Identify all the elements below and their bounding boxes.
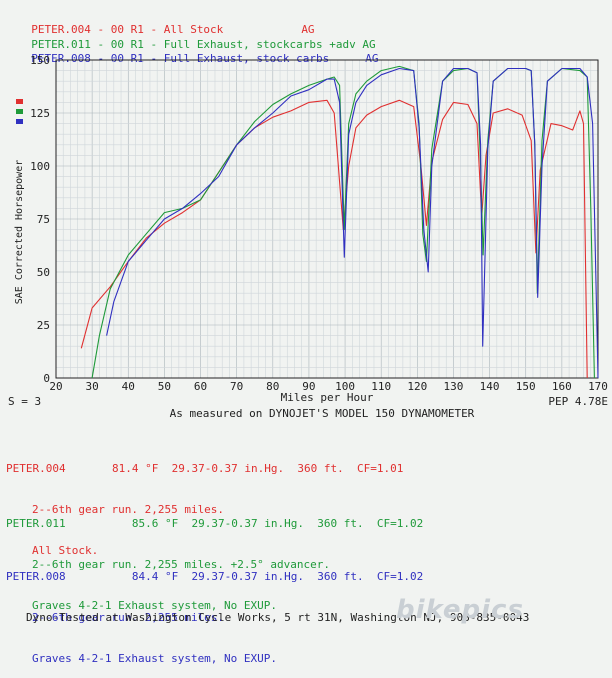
run-1-id: PETER.004 — [6, 462, 66, 475]
run-2-line3: Graves 4-2-1 Exhaust system, No EXUP. — [32, 599, 278, 612]
x-tick-label: 160 — [552, 380, 572, 393]
x-tick-label: 40 — [122, 380, 135, 393]
chart-ticks: 20 30 40 50 60 70 80 90 100 110 120 130 140 150 160 170… — [30, 54, 608, 393]
plot-frame — [55, 59, 599, 379]
run-3-baro: 29.37-0.37 in.Hg. — [191, 570, 305, 583]
run-3-id: PETER.008 — [6, 570, 66, 583]
dyno-chart: 20 30 40 50 60 70 80 90 100 110 120 130 140 150 160 170… — [8, 54, 608, 420]
y-tick-label: 25 — [37, 319, 50, 332]
x-tick-label: 80 — [266, 380, 279, 393]
run-2-temp: 85.6 °F — [131, 517, 179, 530]
x-tick-label: 60 — [194, 380, 207, 393]
run-3-header: PETER.008 84.4 °F 29.37-0.37 in.Hg. 360 … — [6, 570, 423, 583]
dyno-location: Dyno-Tested at Washington Cycle Works, 5… — [26, 611, 530, 624]
run-1-temp: 81.4 °F — [111, 462, 159, 475]
y-tick-label: 0 — [43, 372, 50, 385]
run-2-cf: CF=1.02 — [376, 517, 424, 530]
y-tick-label: 150 — [30, 54, 50, 67]
legend-tag-3: AG — [365, 52, 379, 65]
run-block-2: PETER.011 85.6 °F 29.37-0.37 in.Hg. 360 … — [6, 491, 423, 625]
y-tick-label: 125 — [30, 107, 50, 120]
run-1-cf: CF=1.01 — [357, 462, 404, 475]
legend-text-1: PETER.004 - 00 R1 - All Stock — [31, 23, 224, 36]
x-tick-label: 20 — [49, 380, 62, 393]
run-3-alt: 360 ft. — [317, 570, 364, 583]
run-2-header: PETER.011 85.6 °F 29.37-0.37 in.Hg. 360 … — [6, 517, 423, 530]
run-2-line2: 2--6th gear run. 2,255 miles. +2.5° adva… — [32, 558, 331, 571]
scale-label: S = 3 — [8, 395, 41, 408]
x-tick-label: 70 — [230, 380, 243, 393]
legend-tag-2: AG — [362, 38, 376, 51]
legend-swatch-green — [16, 109, 23, 114]
x-axis-label: Miles per Hour — [281, 391, 374, 404]
legend-swatches — [16, 99, 23, 124]
x-tick-label: 30 — [86, 380, 99, 393]
x-tick-label: 130 — [444, 380, 464, 393]
run-3-line3: Graves 4-2-1 Exhaust system, No EXUP. — [32, 652, 278, 665]
chart-series — [80, 65, 599, 379]
legend-tag-1: AG — [301, 23, 315, 36]
y-tick-label: 50 — [37, 266, 50, 279]
y-axis-label: SAE Corrected Horsepower — [14, 160, 25, 305]
run-1-baro: 29.37-0.37 in.Hg. — [171, 462, 285, 475]
legend-swatch-blue — [16, 119, 23, 124]
chart-subtitle: As measured on DYNOJET'S MODEL 150 DYNAM… — [170, 407, 475, 420]
watermark-logo: bikepics — [396, 595, 524, 625]
run-1-header: PETER.004 81.4 °F 29.37-0.37 in.Hg. 360 … — [6, 462, 403, 475]
x-tick-label: 150 — [516, 380, 536, 393]
run-1-line2: 2--6th gear run. 2,255 miles. — [32, 503, 225, 516]
run-block-1: PETER.004 81.4 °F 29.37-0.37 in.Hg. 360 … — [6, 436, 403, 570]
chart-grid — [55, 59, 599, 379]
legend-text-2: PETER.011 - 00 R1 - Full Exhaust, stockc… — [31, 38, 356, 51]
run-2-id: PETER.011 — [6, 517, 66, 530]
x-tick-label: 90 — [302, 380, 315, 393]
run-1-line3: All Stock. — [32, 544, 99, 557]
y-tick-label: 100 — [30, 160, 50, 173]
x-tick-label: 110 — [371, 380, 391, 393]
run-1-alt: 360 ft. — [297, 462, 344, 475]
legend-swatch-red — [16, 99, 23, 104]
software-version: PEP 4.78E — [548, 395, 608, 408]
x-tick-label: 120 — [407, 380, 427, 393]
legend-line-2: PETER.011 - 00 R1 - Full Exhaust, stockc… — [18, 25, 376, 51]
run-3-line2: 2--6th gear run. 2,255 miles. — [32, 611, 225, 624]
run-3-cf: CF=1.02 — [376, 570, 424, 583]
series-line-peter-008 — [106, 67, 599, 379]
legend-line-1: PETER.004 - 00 R1 - All Stock AG — [18, 10, 315, 36]
y-tick-label: 75 — [37, 213, 50, 226]
run-2-baro: 29.37-0.37 in.Hg. — [191, 517, 305, 530]
x-tick-label: 100 — [335, 380, 355, 393]
run-2-alt: 360 ft. — [317, 517, 364, 530]
x-tick-label: 50 — [158, 380, 171, 393]
x-tick-label: 140 — [480, 380, 500, 393]
x-tick-label: 170 — [588, 380, 608, 393]
run-3-temp: 84.4 °F — [131, 570, 179, 583]
